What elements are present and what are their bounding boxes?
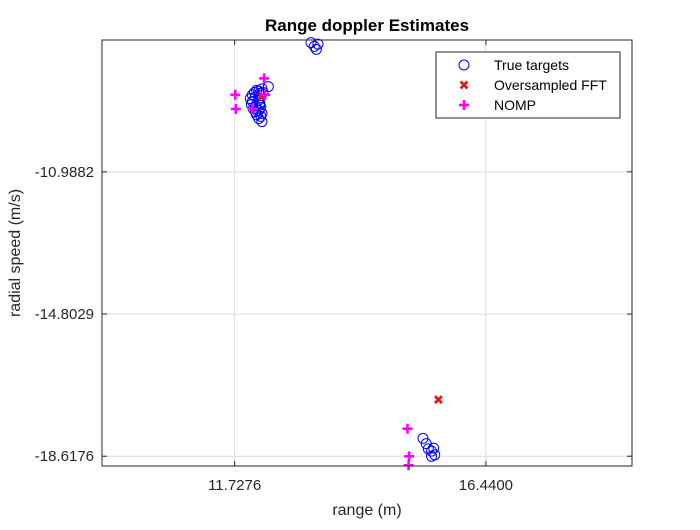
y-tick-label: -10.9882 (35, 164, 94, 181)
data-point-circle (308, 40, 320, 52)
legend-marker-plus (459, 100, 469, 110)
legend-box (435, 51, 621, 119)
data-point-circle (255, 110, 267, 122)
data-point-circle (428, 442, 440, 454)
chart-title: Range doppler Estimates (265, 16, 469, 35)
data-point-circle (256, 116, 268, 128)
data-point-circle (422, 443, 434, 455)
legend: True targets Oversampled FFT NOMP (435, 51, 621, 119)
data-point-circle (426, 445, 438, 457)
y-tick-label: -14.8029 (35, 306, 94, 323)
legend-marker-x (459, 80, 469, 90)
data-point-plus (247, 103, 258, 114)
legend-label: NOMP (494, 97, 536, 113)
plot-frame (101, 39, 633, 467)
x-tick-label: 11.7276 (208, 477, 261, 494)
data-point-circle (305, 37, 317, 49)
y-tick-label: -18.6176 (35, 448, 94, 465)
data-point-plus (230, 89, 241, 100)
x-axis-label: range (m) (332, 502, 401, 519)
data-point-circle (244, 93, 256, 105)
data-point-plus (402, 423, 413, 434)
data-point-plus (404, 451, 415, 462)
data-point-plus (260, 89, 271, 100)
axis-ticks: 11.7276 16.4400 -10.9882 -14.8029 -18.6176 (35, 40, 632, 494)
y-axis-label: radial speed (m/s) (7, 189, 24, 317)
data-point-circle (310, 43, 322, 55)
legend-label: True targets (494, 57, 569, 73)
x-tick-label: 16.4400 (459, 477, 513, 494)
data-point-circle (417, 432, 429, 444)
data-point-circle (426, 450, 438, 462)
data-point-x (433, 395, 443, 405)
legend-label: Oversampled FFT (494, 77, 607, 93)
data-marks (230, 37, 443, 471)
legend-marker-circle (458, 59, 470, 71)
data-point-plus (230, 103, 241, 114)
data-point-plus (403, 460, 414, 471)
data-point-plus (259, 73, 270, 84)
data-point-circle (253, 113, 265, 125)
